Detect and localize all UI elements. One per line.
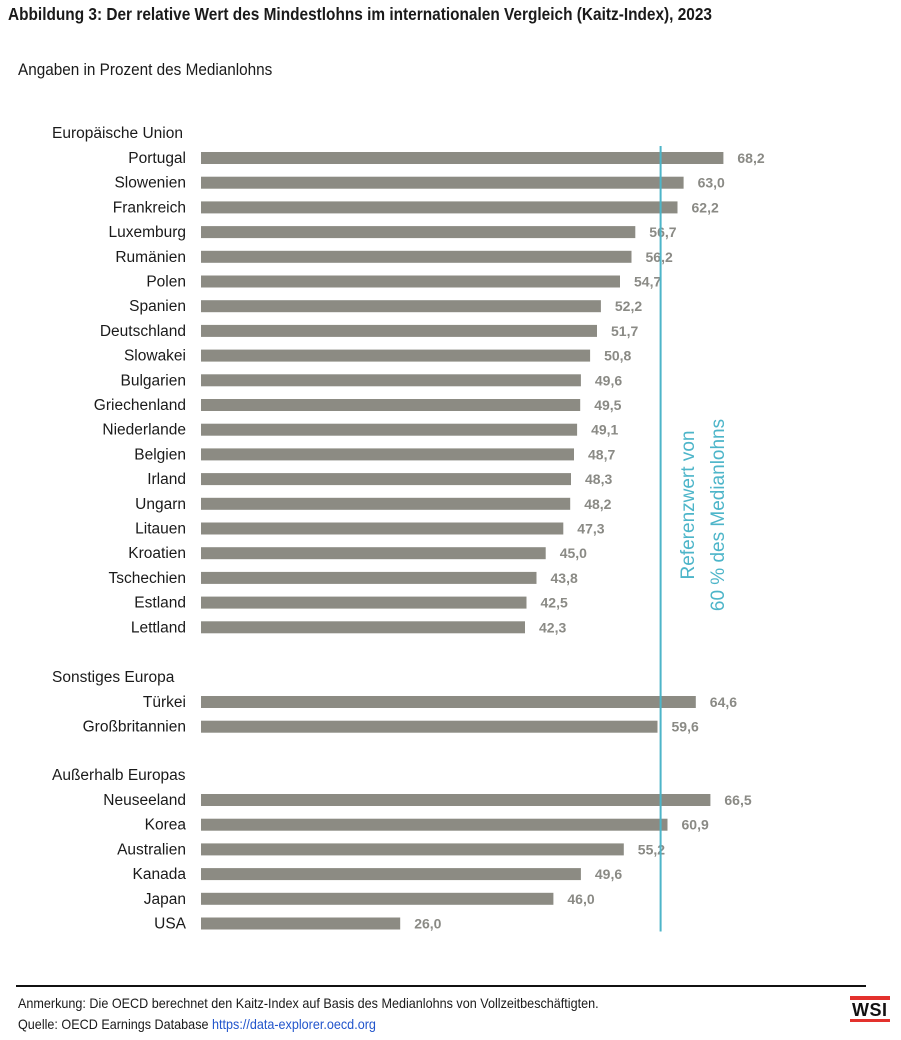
category-label: Kroatien xyxy=(128,545,186,562)
value-label: 63,0 xyxy=(698,175,725,191)
bar xyxy=(201,522,564,535)
category-label: Neuseeland xyxy=(103,792,186,809)
bar xyxy=(201,250,632,263)
value-label: 64,6 xyxy=(710,694,737,710)
category-label: Ungarn xyxy=(135,496,186,513)
value-label: 51,7 xyxy=(611,323,638,339)
category-label: Spanien xyxy=(129,298,186,315)
bar-chart: Europäische Union Portugal 68,2 Slowenien 63… xyxy=(52,125,765,933)
source-prefix: Quelle: OECD Earnings Database xyxy=(18,1016,213,1032)
value-label: 48,3 xyxy=(585,471,612,487)
value-label: 62,2 xyxy=(692,199,719,215)
value-label: 49,6 xyxy=(595,372,622,388)
value-label: 50,8 xyxy=(604,348,631,364)
category-label: Korea xyxy=(145,817,187,834)
group-label: Sonstiges Europa xyxy=(52,669,175,686)
bar xyxy=(201,843,624,856)
wsi-logo: WSI xyxy=(850,996,890,1022)
value-label: 47,3 xyxy=(577,521,604,537)
value-label: 60,9 xyxy=(682,817,709,833)
bar xyxy=(201,547,546,560)
chart-subtitle: Angaben in Prozent des Medianlohns xyxy=(18,60,273,79)
bar xyxy=(201,892,554,905)
category-label: Belgien xyxy=(134,446,186,463)
bar xyxy=(201,300,601,313)
bar xyxy=(201,473,571,486)
bar xyxy=(201,596,527,609)
bar xyxy=(201,423,578,436)
bar xyxy=(201,696,696,708)
value-label: 49,1 xyxy=(591,422,618,438)
value-label: 45,0 xyxy=(560,545,587,561)
category-label: Tschechien xyxy=(108,570,186,587)
category-label: Slowakei xyxy=(124,348,186,365)
bar xyxy=(201,324,597,337)
value-label: 48,7 xyxy=(588,446,615,462)
bar xyxy=(201,399,581,411)
source-link[interactable]: https://data-explorer.oecd.org xyxy=(212,1016,376,1032)
value-label: 56,7 xyxy=(649,224,676,240)
footer-source: Quelle: OECD Earnings Database https://d… xyxy=(18,1016,376,1032)
value-label: 49,6 xyxy=(595,866,622,882)
value-label: 43,8 xyxy=(551,570,578,586)
category-label: Frankreich xyxy=(113,199,186,216)
reference-label-line2: 60 % des Medianlohns xyxy=(708,419,729,611)
bar xyxy=(201,201,678,214)
bar xyxy=(201,794,711,806)
category-label: Deutschland xyxy=(100,323,186,340)
chart-title: Abbildung 3: Der relative Wert des Minde… xyxy=(8,4,712,24)
bar xyxy=(201,818,668,831)
footer-note: Anmerkung: Die OECD berechnet den Kaitz-… xyxy=(18,995,599,1011)
category-label: Lettland xyxy=(131,619,186,636)
category-label: Estland xyxy=(134,595,186,612)
bar xyxy=(201,275,620,288)
bar xyxy=(201,448,574,461)
category-label: Luxemburg xyxy=(108,224,186,241)
bar xyxy=(201,868,581,881)
bar xyxy=(201,497,571,510)
value-label: 59,6 xyxy=(672,719,699,735)
value-label: 42,3 xyxy=(539,619,566,635)
value-label: 48,2 xyxy=(584,496,611,512)
value-label: 52,2 xyxy=(615,298,642,314)
category-label: Polen xyxy=(146,274,186,291)
category-label: Australien xyxy=(117,841,186,858)
category-label: Japan xyxy=(144,891,186,908)
category-label: Türkei xyxy=(143,694,186,711)
reference-label-line1: Referenzwert von xyxy=(678,431,699,580)
category-label: Irland xyxy=(147,471,186,488)
category-label: Slowenien xyxy=(114,175,186,192)
category-label: Bulgarien xyxy=(121,372,187,389)
value-label: 42,5 xyxy=(541,595,568,611)
group-label: Außerhalb Europas xyxy=(52,767,186,784)
category-label: USA xyxy=(154,916,187,933)
value-label: 26,0 xyxy=(414,916,441,932)
category-label: Kanada xyxy=(133,866,187,883)
category-label: Rumänien xyxy=(115,249,186,266)
bar xyxy=(201,152,724,164)
category-label: Portugal xyxy=(128,150,186,167)
bar xyxy=(201,571,537,584)
bar xyxy=(201,374,581,387)
value-label: 55,2 xyxy=(638,841,665,857)
group-label: Europäische Union xyxy=(52,125,183,142)
value-label: 66,5 xyxy=(724,792,751,808)
bar xyxy=(201,176,684,189)
value-label: 68,2 xyxy=(737,150,764,166)
category-label: Litauen xyxy=(135,521,186,538)
category-label: Griechenland xyxy=(94,397,186,414)
category-label: Niederlande xyxy=(102,422,186,439)
category-label: Großbritannien xyxy=(83,719,186,736)
footer-divider xyxy=(16,985,866,987)
bar xyxy=(201,226,636,239)
value-label: 56,2 xyxy=(646,249,673,265)
value-label: 46,0 xyxy=(567,891,594,907)
bar xyxy=(201,917,401,930)
bar xyxy=(201,621,525,634)
bar xyxy=(201,349,591,362)
value-label: 49,5 xyxy=(594,397,621,413)
bar xyxy=(201,720,658,733)
value-label: 54,7 xyxy=(634,274,661,290)
